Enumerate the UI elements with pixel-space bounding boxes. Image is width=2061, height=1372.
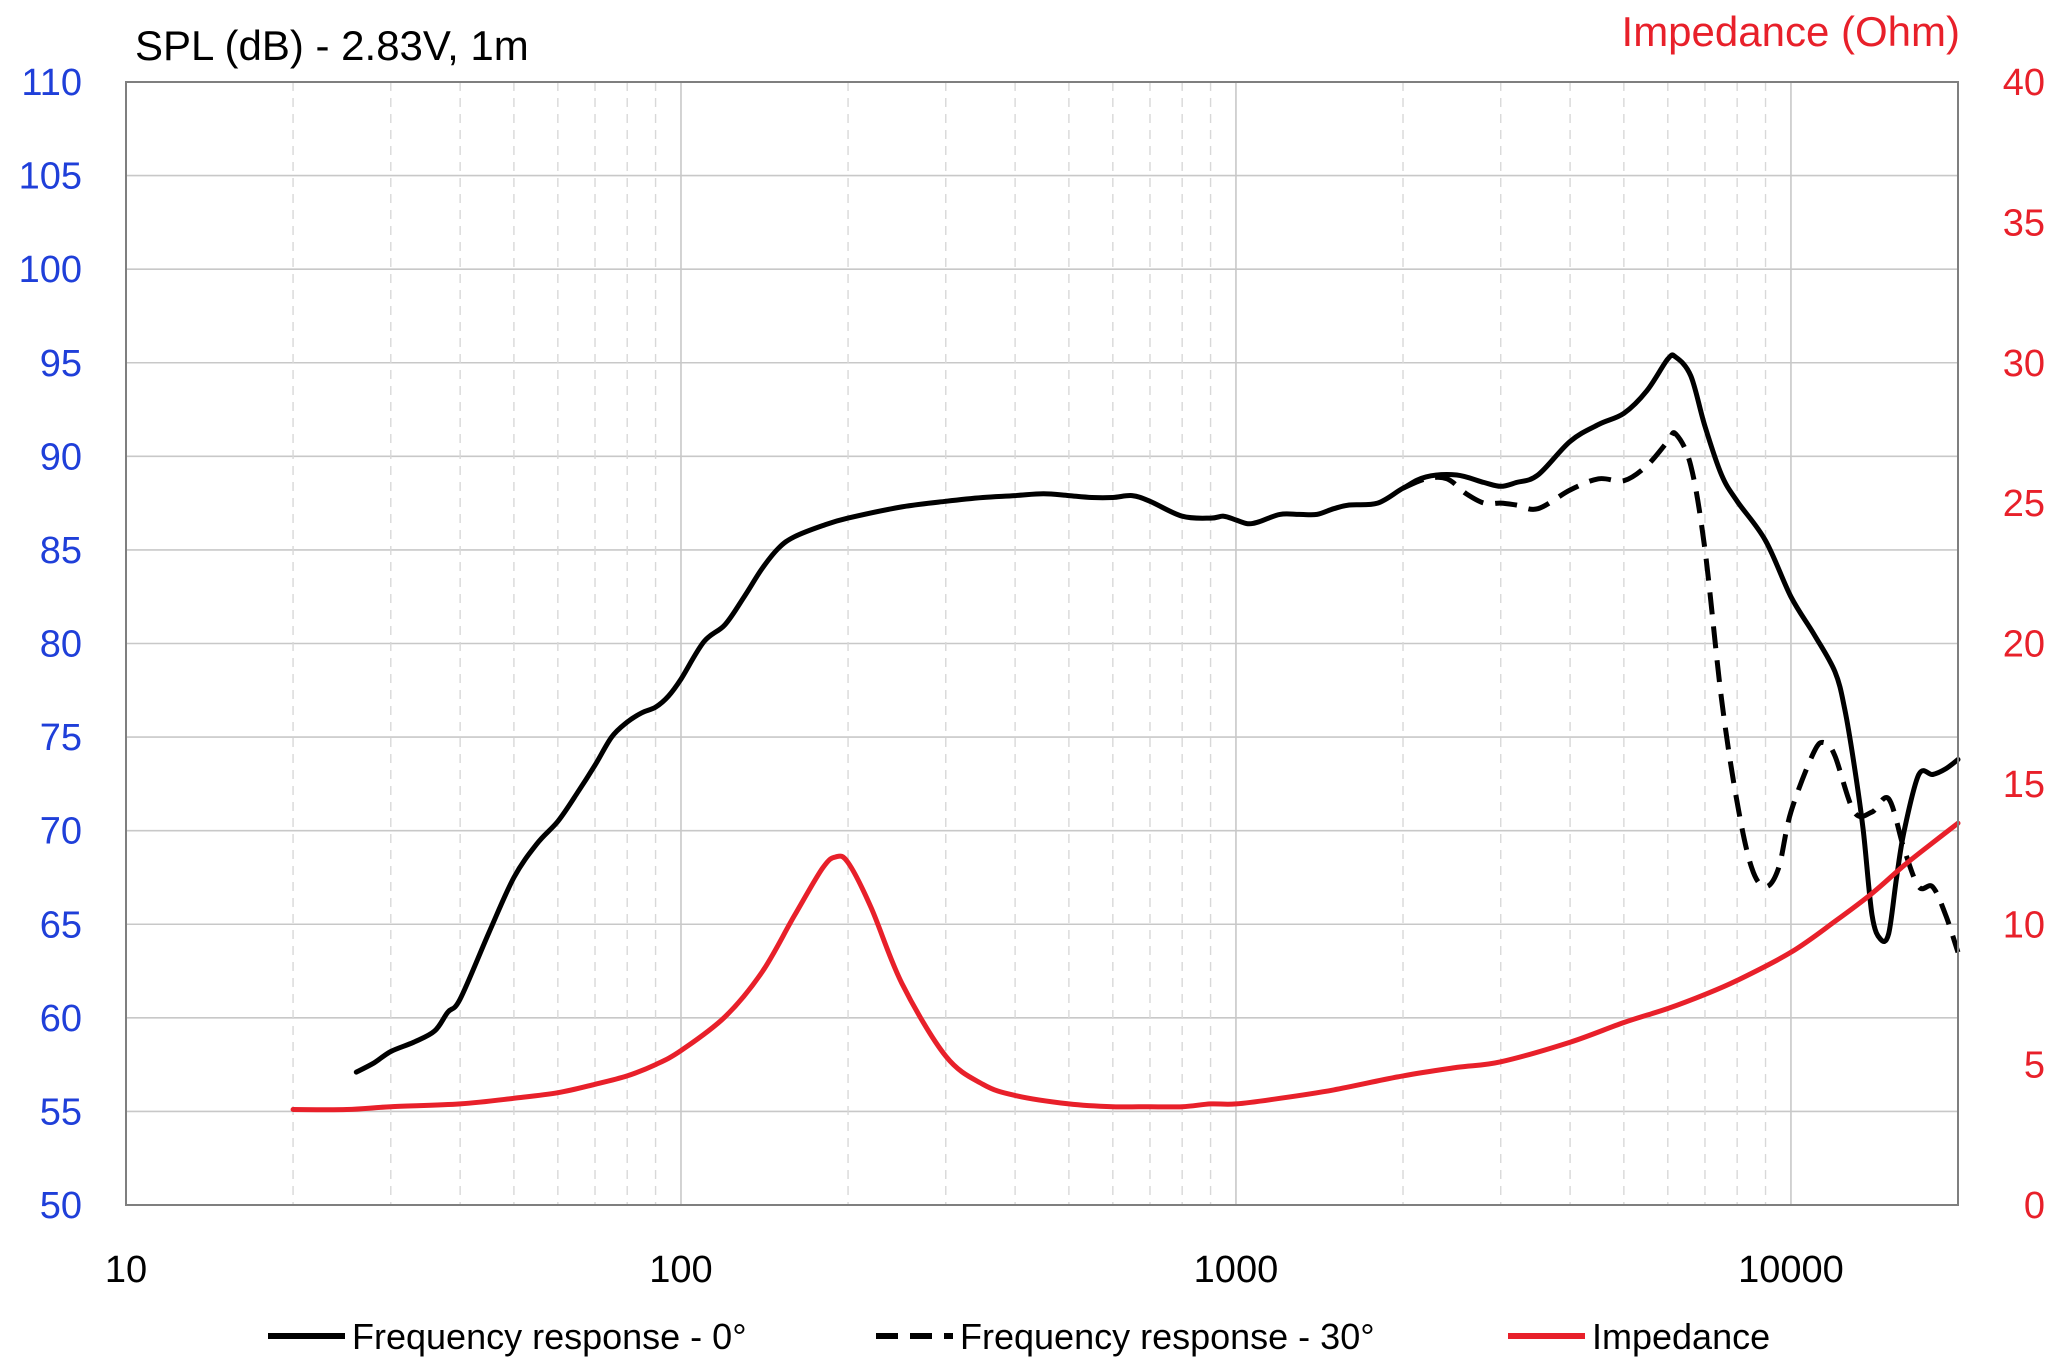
right-axis-tick-label: 40 <box>2003 62 2045 104</box>
right-axis-tick-label: 10 <box>2003 904 2045 946</box>
series-line-frequency-response-0 <box>353 352 1961 1075</box>
left-axis-tick-label: 105 <box>19 156 82 198</box>
right-axis-tick-label: 20 <box>2003 624 2045 666</box>
right-axis-title: Impedance (Ohm) <box>1622 8 1960 55</box>
right-axis-tick-labels: 0 5 10 15 20 25 30 35 40 <box>2003 62 2045 1227</box>
left-axis-tick-labels: 50 55 60 65 70 75 80 85 90 95 100 105 110 <box>19 62 82 1227</box>
left-axis-tick-label: 50 <box>40 1185 82 1227</box>
left-axis-tick-label: 60 <box>40 998 82 1040</box>
left-axis-tick-label: 100 <box>19 249 82 291</box>
left-axis-title: SPL (dB) - 2.83V, 1m <box>135 22 529 69</box>
left-axis-tick-label: 75 <box>40 717 82 759</box>
legend-label-frequency-response-0: Frequency response - 0° <box>352 1316 747 1357</box>
left-axis-tick-label: 85 <box>40 530 82 572</box>
plot-area-frame <box>125 81 1959 1206</box>
right-axis-tick-label: 5 <box>2024 1045 2045 1087</box>
left-axis-tick-label: 80 <box>40 624 82 666</box>
x-axis-tick-label: 10 <box>105 1249 147 1291</box>
legend-label-frequency-response-30: Frequency response - 30° <box>960 1316 1375 1357</box>
x-axis-tick-labels: 10 100 1000 10000 <box>105 1249 1844 1291</box>
legend-item-frequency-response-30: Frequency response - 30° <box>876 1316 1375 1357</box>
legend-item-impedance: Impedance <box>1508 1316 1770 1357</box>
grid <box>125 81 1959 1206</box>
left-axis-tick-label: 110 <box>21 62 82 104</box>
left-axis-tick-label: 90 <box>40 436 82 478</box>
right-axis-tick-label: 35 <box>2003 202 2045 244</box>
x-axis-tick-label: 1000 <box>1194 1249 1279 1291</box>
legend-item-frequency-response-0: Frequency response - 0° <box>268 1316 747 1357</box>
right-axis-tick-label: 25 <box>2003 483 2045 525</box>
left-axis-tick-label: 65 <box>40 904 82 946</box>
x-axis-tick-label: 10000 <box>1738 1249 1844 1291</box>
x-axis-tick-label: 100 <box>649 1249 712 1291</box>
right-axis-tick-label: 30 <box>2003 343 2045 385</box>
right-axis-tick-label: 15 <box>2003 764 2045 806</box>
left-axis-tick-label: 70 <box>40 811 82 853</box>
left-axis-tick-label: 55 <box>40 1091 82 1133</box>
series-line-frequency-response-30 <box>1402 430 1961 954</box>
legend: Frequency response - 0° Frequency respon… <box>268 1316 1770 1357</box>
legend-label-impedance: Impedance <box>1592 1316 1770 1357</box>
right-axis-tick-label: 0 <box>2024 1185 2045 1227</box>
left-axis-tick-label: 95 <box>40 343 82 385</box>
plot-series <box>290 352 1961 1113</box>
series-line-impedance <box>290 820 1961 1113</box>
